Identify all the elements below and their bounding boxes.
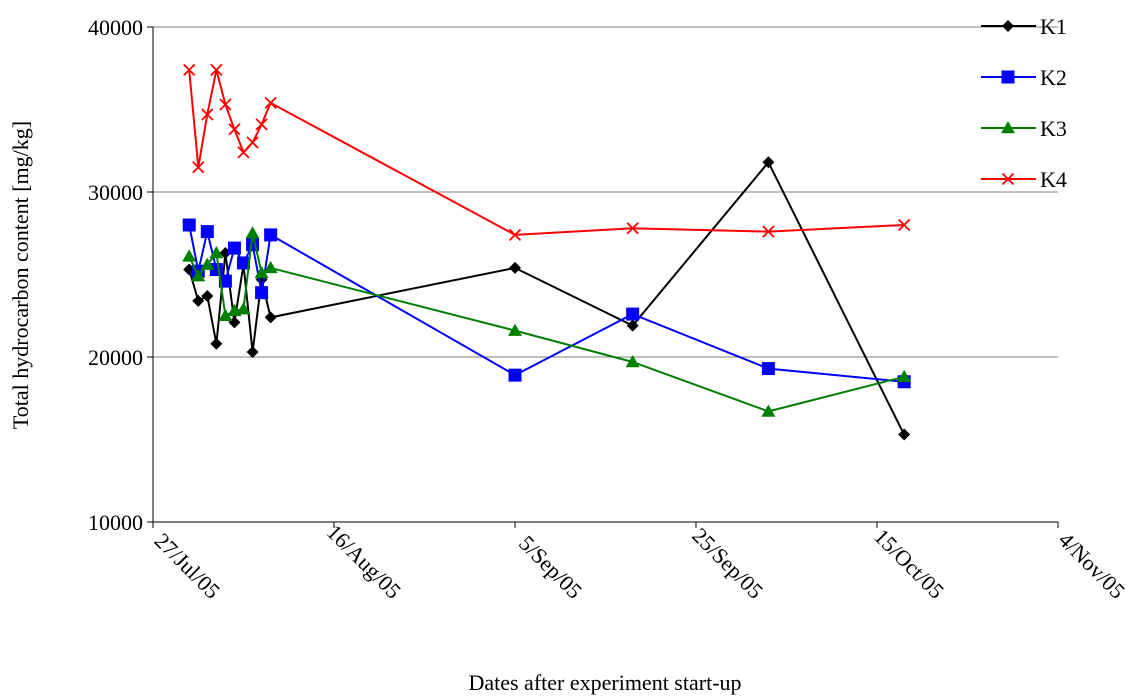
data-point bbox=[508, 323, 522, 336]
legend-item-k1: K1 bbox=[981, 14, 1067, 39]
y-ticks: 10000 20000 30000 40000 bbox=[88, 15, 153, 535]
series-k2 bbox=[182, 218, 911, 389]
data-point bbox=[191, 269, 206, 282]
data-point bbox=[201, 289, 214, 302]
series-k3 bbox=[182, 226, 912, 417]
y-axis-label: Total hydrocarbon content [mg/kg] bbox=[8, 121, 33, 429]
data-point bbox=[762, 156, 775, 169]
data-point bbox=[626, 319, 639, 332]
data-point bbox=[182, 218, 196, 232]
legend-label: K2 bbox=[1040, 65, 1067, 90]
data-point bbox=[218, 274, 232, 288]
data-point bbox=[228, 123, 241, 136]
series-line bbox=[188, 224, 905, 383]
data-point bbox=[1001, 172, 1015, 186]
data-point bbox=[508, 368, 522, 382]
data-point bbox=[255, 286, 269, 300]
data-point bbox=[236, 302, 251, 315]
axes bbox=[152, 27, 1058, 523]
data-point bbox=[626, 307, 640, 321]
data-point bbox=[509, 261, 521, 274]
legend-label: K3 bbox=[1040, 116, 1067, 141]
x-tick-label: 27/Jul/05 bbox=[150, 528, 226, 604]
gridlines bbox=[153, 26, 1058, 358]
x-tick-label: 5/Sep/05 bbox=[514, 531, 587, 604]
data-point bbox=[898, 428, 911, 441]
x-tick-label: 25/Sep/05 bbox=[687, 523, 768, 604]
series-line bbox=[188, 69, 905, 236]
data-point bbox=[1001, 121, 1015, 134]
y-tick-label: 30000 bbox=[88, 180, 143, 205]
x-tick-label: 4/Nov/05 bbox=[1054, 527, 1130, 603]
data-point bbox=[218, 308, 233, 321]
data-point bbox=[210, 63, 223, 77]
series-line bbox=[188, 233, 905, 413]
y-tick-label: 10000 bbox=[88, 510, 143, 535]
data-point bbox=[625, 354, 640, 368]
data-point bbox=[245, 226, 260, 239]
data-point bbox=[200, 225, 214, 239]
legend-item-k4: K4 bbox=[981, 167, 1067, 192]
x-ticks: 27/Jul/05 16/Aug/05 5/Sep/05 25/Sep/05 15/Oc… bbox=[150, 519, 1131, 603]
data-point bbox=[898, 218, 911, 232]
series-k1 bbox=[183, 156, 911, 441]
data-point bbox=[762, 225, 775, 238]
data-point bbox=[761, 362, 775, 376]
data-point bbox=[264, 311, 277, 324]
legend-item-k3: K3 bbox=[981, 116, 1067, 141]
data-point bbox=[246, 346, 259, 359]
data-point bbox=[237, 146, 250, 159]
series-k4 bbox=[183, 63, 911, 242]
y-tick-label: 40000 bbox=[88, 15, 143, 40]
data-point bbox=[254, 265, 269, 279]
data-point bbox=[192, 161, 205, 174]
data-point bbox=[1001, 70, 1015, 84]
data-point bbox=[255, 118, 268, 131]
data-point bbox=[761, 404, 776, 417]
x-axis-label: Dates after experiment start-up bbox=[468, 670, 741, 695]
data-point bbox=[264, 96, 277, 110]
data-point bbox=[210, 337, 223, 350]
data-point bbox=[183, 63, 196, 77]
legend-label: K1 bbox=[1040, 14, 1067, 39]
data-point bbox=[263, 260, 278, 274]
data-point bbox=[626, 222, 639, 235]
legend: K1 K2 K3 K4 bbox=[981, 14, 1067, 192]
series-layer bbox=[182, 63, 912, 441]
data-point bbox=[227, 241, 241, 255]
data-point bbox=[182, 249, 197, 262]
series-line bbox=[188, 160, 905, 436]
data-point bbox=[219, 98, 232, 111]
data-point bbox=[237, 256, 250, 270]
y-tick-label: 20000 bbox=[88, 345, 143, 370]
legend-item-k2: K2 bbox=[981, 65, 1067, 90]
data-point bbox=[508, 228, 522, 242]
legend-label: K4 bbox=[1040, 167, 1067, 192]
data-point bbox=[201, 108, 214, 121]
data-point bbox=[264, 228, 278, 242]
data-point bbox=[897, 369, 912, 383]
data-point bbox=[1002, 20, 1014, 32]
data-point bbox=[200, 257, 215, 270]
data-point bbox=[246, 136, 259, 149]
data-point bbox=[192, 294, 205, 307]
x-tick-label: 16/Aug/05 bbox=[322, 519, 406, 603]
x-tick-label: 15/Oct/05 bbox=[869, 524, 949, 604]
data-point bbox=[209, 246, 224, 259]
